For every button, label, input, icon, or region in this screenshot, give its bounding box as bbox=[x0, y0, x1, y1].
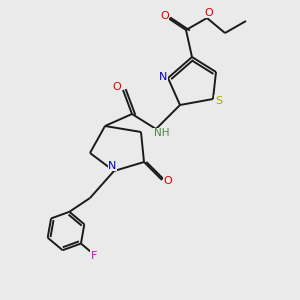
Text: NH: NH bbox=[154, 128, 169, 139]
Text: N: N bbox=[159, 71, 168, 82]
Text: O: O bbox=[160, 11, 169, 22]
Text: N: N bbox=[108, 160, 117, 171]
Text: O: O bbox=[204, 8, 213, 18]
Text: F: F bbox=[90, 250, 97, 261]
Text: O: O bbox=[112, 82, 122, 92]
Text: O: O bbox=[164, 176, 172, 187]
Text: S: S bbox=[215, 95, 222, 106]
